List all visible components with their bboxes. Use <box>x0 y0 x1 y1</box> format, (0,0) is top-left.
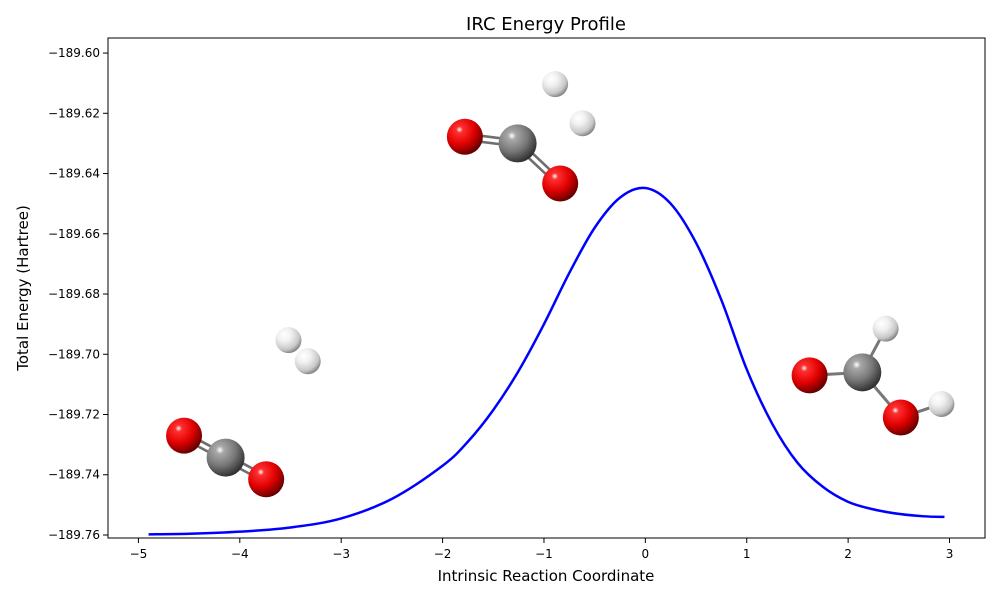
hydrogen-atom <box>569 110 596 137</box>
x-axis: −5 −4 −3 −2 −1 0 1 2 3 <box>130 538 954 561</box>
x-tick-label: 0 <box>642 547 650 561</box>
molecules-layer <box>166 71 955 498</box>
carbon-atom <box>498 124 537 163</box>
x-tick-label: 3 <box>946 547 954 561</box>
hydrogen-atom <box>275 327 302 354</box>
transition-state-molecule <box>446 71 596 202</box>
oxygen-atom <box>791 357 828 394</box>
chart-title: IRC Energy Profile <box>466 14 626 35</box>
carbon-atom <box>843 353 882 392</box>
y-tick-label: −189.68 <box>48 287 100 301</box>
reactant-co2-h2-molecule <box>166 327 321 498</box>
oxygen-atom <box>166 417 203 454</box>
oxygen-atom <box>446 118 483 155</box>
y-tick-label: −189.62 <box>48 106 100 120</box>
y-tick-label: −189.60 <box>48 46 100 60</box>
oxygen-atom <box>542 165 579 202</box>
y-axis-title: Total Energy (Hartree) <box>14 205 32 372</box>
x-tick-label: −1 <box>535 547 553 561</box>
oxygen-atom <box>248 461 285 498</box>
product-formic-acid-molecule <box>791 315 955 436</box>
y-tick-label: −189.66 <box>48 227 100 241</box>
hydrogen-atom <box>872 315 899 342</box>
x-tick-label: −3 <box>332 547 350 561</box>
series-line-irc-path <box>148 186 945 536</box>
y-tick-label: −189.76 <box>48 528 100 542</box>
y-axis: −189.76 −189.74 −189.72 −189.70 −189.68 −189.… <box>48 46 108 542</box>
plot-area-frame <box>107 37 986 539</box>
x-tick-label: −4 <box>231 547 249 561</box>
oxygen-atom <box>882 399 919 436</box>
y-tick-label: −189.74 <box>48 468 100 482</box>
hydrogen-atom <box>542 71 569 98</box>
x-axis-title: Intrinsic Reaction Coordinate <box>438 567 655 585</box>
x-tick-label: 1 <box>743 547 751 561</box>
x-tick-label: 2 <box>844 547 852 561</box>
hydrogen-atom <box>294 348 321 375</box>
y-tick-label: −189.64 <box>48 167 100 181</box>
x-tick-label: −2 <box>434 547 452 561</box>
y-tick-label: −189.72 <box>48 408 100 422</box>
x-tick-label: −5 <box>130 547 148 561</box>
series-layer <box>148 186 945 536</box>
carbon-atom <box>206 438 245 477</box>
y-tick-label: −189.70 <box>48 347 100 361</box>
hydrogen-atom <box>928 390 955 417</box>
